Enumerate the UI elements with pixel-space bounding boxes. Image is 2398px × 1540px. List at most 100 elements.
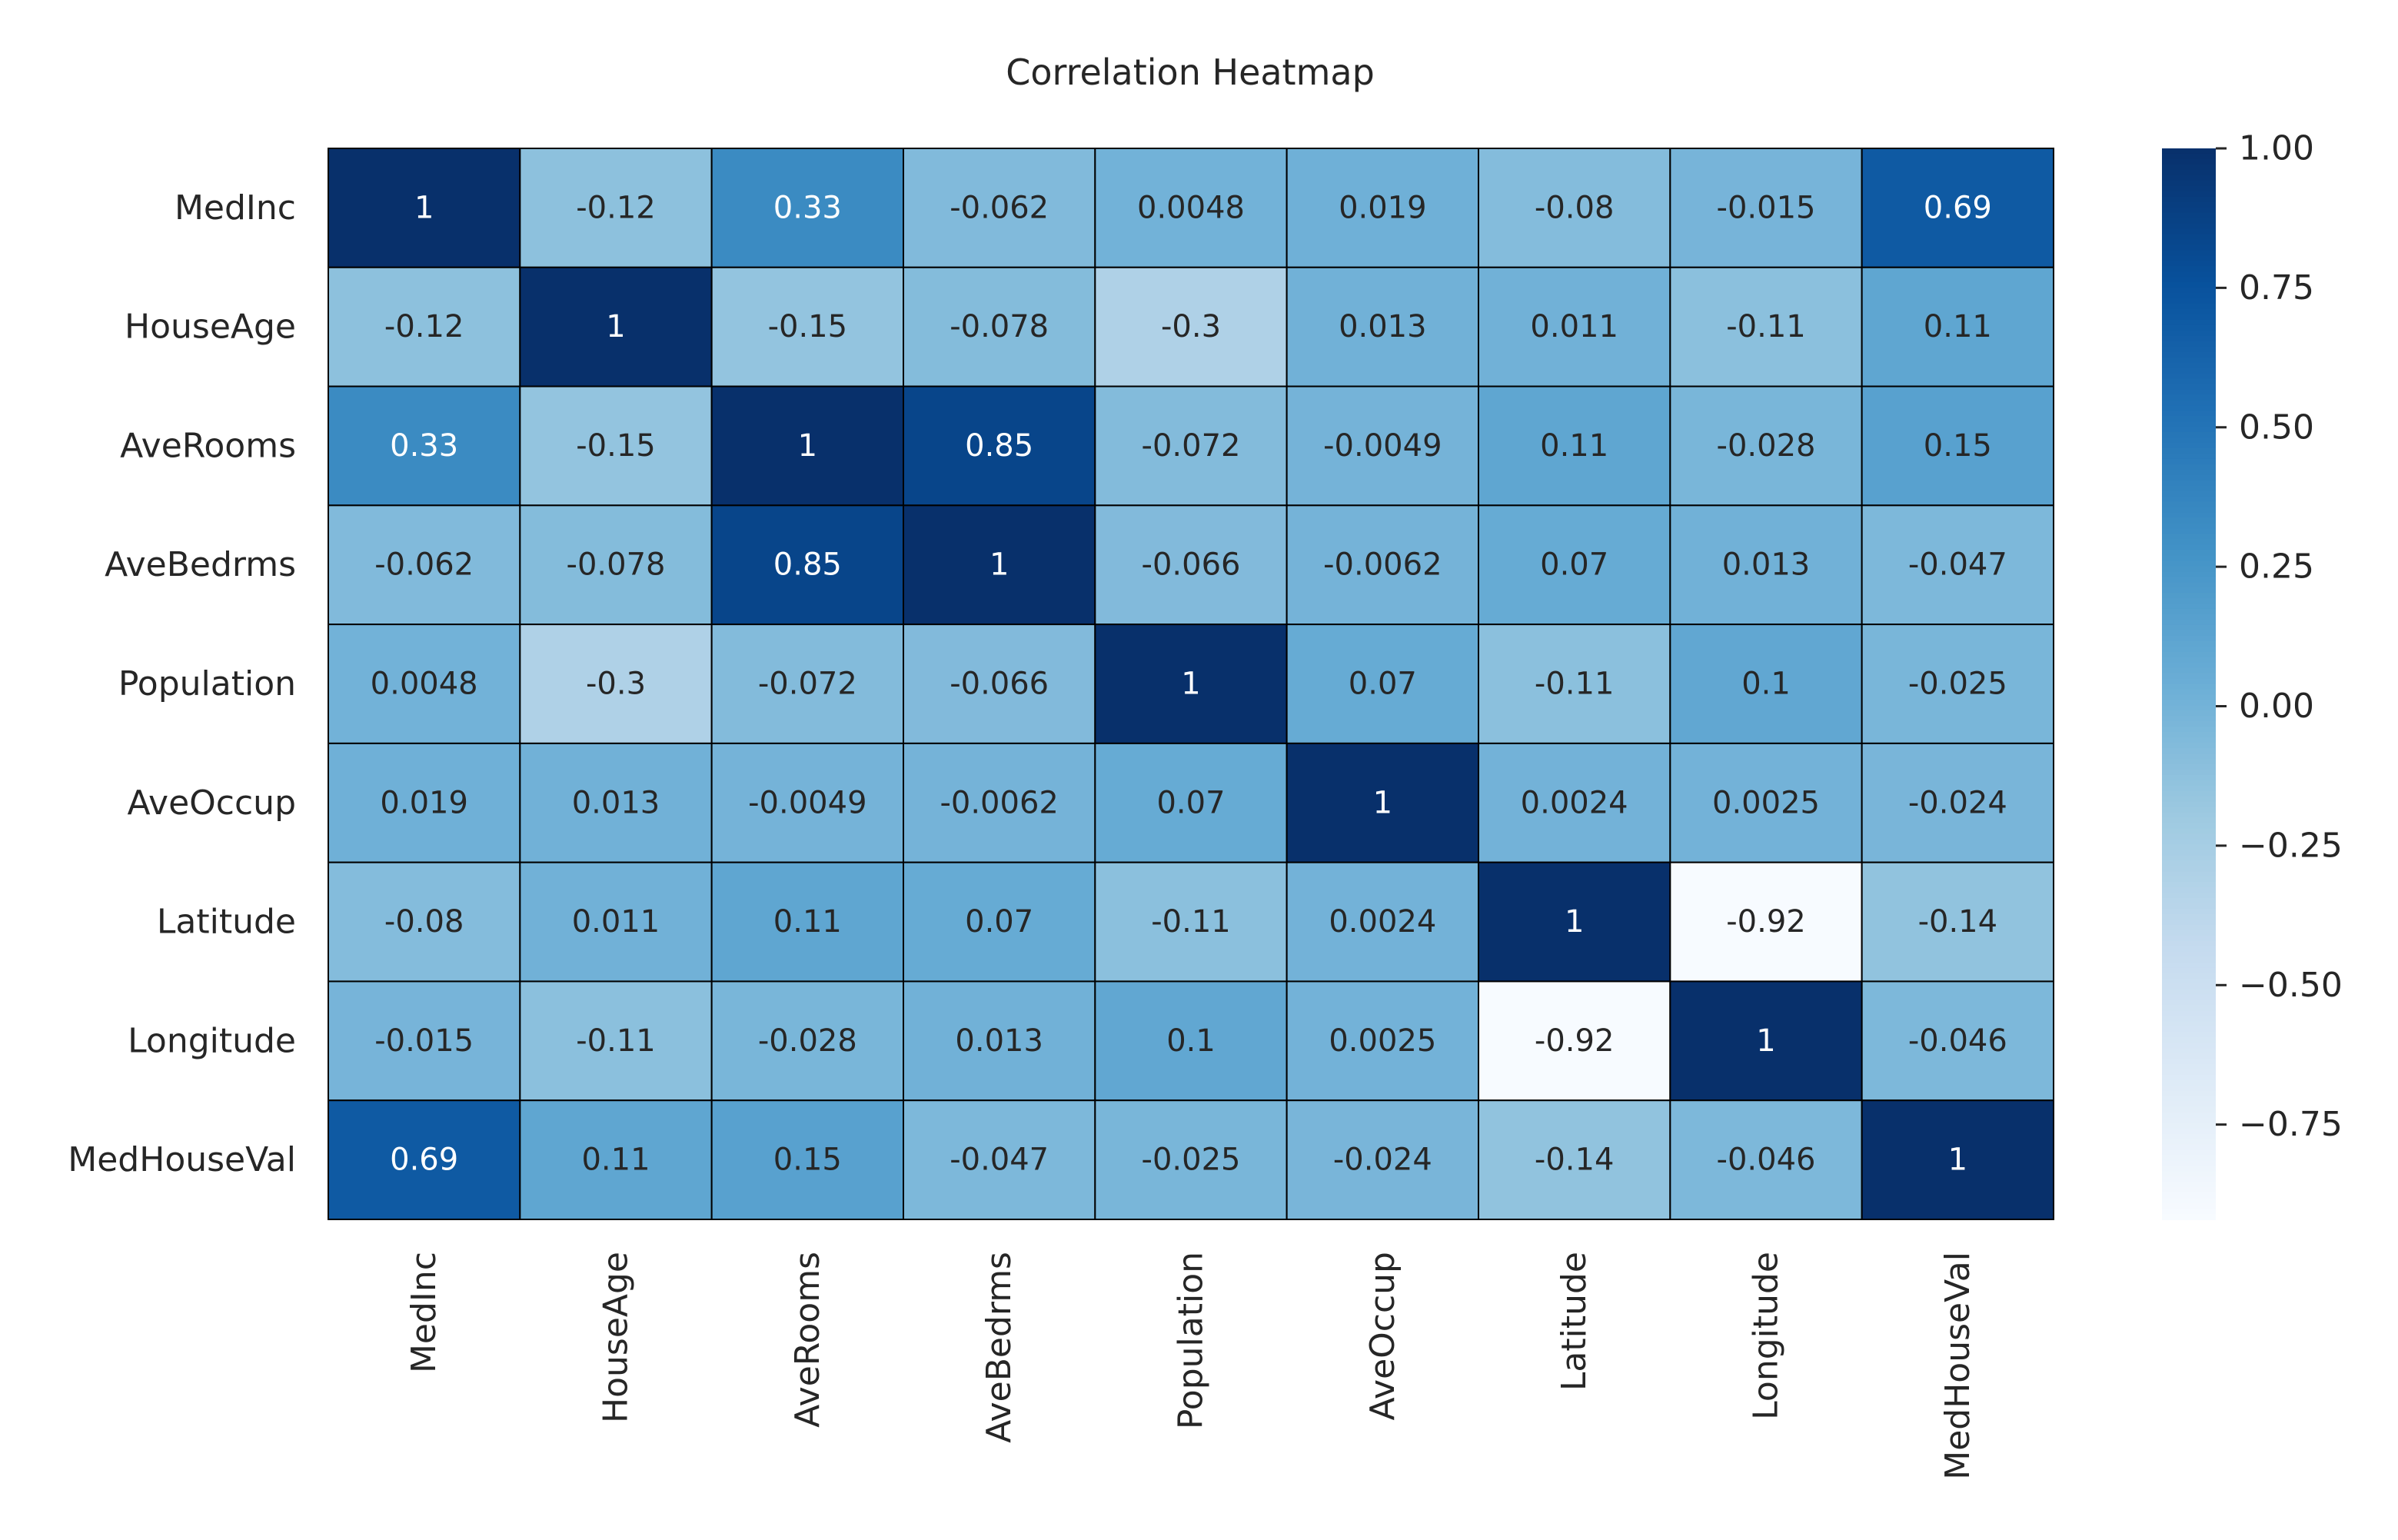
colorbar-segment: [2162, 378, 2216, 385]
cell-value-label: 0.013: [572, 785, 660, 820]
cell-value-label: -0.15: [576, 428, 656, 464]
y-tick-label: Population: [118, 664, 296, 703]
heatmap-cell: [1094, 861, 1288, 983]
colorbar-segment: [2162, 801, 2216, 808]
colorbar-segment: [2162, 1096, 2216, 1103]
cell-value-label: 0.0024: [1521, 785, 1628, 820]
heatmap-cell: [328, 861, 521, 983]
cell-value-label: 0.1: [1166, 1023, 1216, 1059]
colorbar-segment: [2162, 780, 2216, 787]
heatmap-cell: [710, 624, 905, 744]
cell-value-label: 0.11: [773, 904, 842, 940]
cell-value-label: -0.11: [1726, 309, 1806, 344]
colorbar-segment: [2162, 651, 2216, 658]
colorbar-segment: [2162, 250, 2216, 257]
heatmap-cell: [1861, 1099, 2055, 1220]
colorbar-segment: [2162, 207, 2216, 214]
colorbar-segment: [2162, 871, 2216, 878]
colorbar-segment: [2162, 282, 2216, 289]
heatmap-cell: [1669, 742, 1863, 863]
heatmap-cell: [903, 980, 1096, 1102]
colorbar-segment: [2162, 1203, 2216, 1210]
colorbar-segment: [2162, 646, 2216, 653]
colorbar-segment: [2162, 1053, 2216, 1060]
colorbar-segment: [2162, 1085, 2216, 1092]
colorbar-segment: [2162, 271, 2216, 278]
colorbar-segment: [2162, 1106, 2216, 1113]
heatmap-cell: [1478, 385, 1671, 507]
colorbar-segment: [2162, 823, 2216, 830]
colorbar-segment: [2162, 357, 2216, 364]
heatmap-cell-labels: 1 -0.12 0.33 -0.062 0.0048 0.019 -0.08 -0.015 0.…: [371, 190, 2007, 1177]
cell-value-label: 0.013: [955, 1023, 1043, 1059]
heatmap-cell: [1094, 742, 1288, 863]
y-tick-label: Latitude: [157, 903, 296, 942]
heatmap-cell: [1094, 266, 1288, 387]
cell-value-label: -0.024: [1333, 1143, 1432, 1178]
colorbar-segment: [2162, 630, 2216, 637]
colorbar-segment: [2162, 218, 2216, 225]
colorbar-segment: [2162, 255, 2216, 262]
cell-value-label: -0.0062: [1323, 547, 1442, 583]
colorbar-segment: [2162, 913, 2216, 920]
colorbar-segment: [2162, 1032, 2216, 1039]
colorbar-segment: [2162, 973, 2216, 980]
heatmap-cell: [519, 148, 713, 268]
colorbar-segment: [2162, 748, 2216, 755]
heatmap-cell: [1861, 624, 2055, 744]
colorbar-segment: [2162, 1090, 2216, 1097]
x-tick-label: Population: [1172, 1252, 1211, 1429]
colorbar-segment: [2162, 608, 2216, 615]
colorbar-segment: [2162, 234, 2216, 241]
colorbar-segment: [2162, 721, 2216, 728]
colorbar-tick-label: 1.00: [2239, 129, 2314, 168]
colorbar-segment: [2162, 582, 2216, 589]
colorbar-segment: [2162, 1101, 2216, 1108]
cell-value-label: 0.33: [390, 428, 458, 464]
x-tick-label: AveOccup: [1363, 1252, 1402, 1420]
colorbar-segment: [2162, 1021, 2216, 1028]
colorbar-segment: [2162, 405, 2216, 412]
colorbar-tick-label: 0.25: [2239, 547, 2314, 587]
colorbar-segment: [2162, 903, 2216, 910]
heatmap-cell: [1478, 980, 1671, 1102]
colorbar-segment: [2162, 523, 2216, 530]
heatmap-cell: [1478, 861, 1671, 983]
y-tick-label: AveBedrms: [105, 545, 296, 584]
colorbar-segment: [2162, 1026, 2216, 1033]
cell-value-label: -0.08: [384, 904, 464, 940]
colorbar-segment: [2162, 850, 2216, 856]
heatmap-cell: [1285, 980, 1479, 1102]
colorbar-segment: [2162, 303, 2216, 310]
colorbar-segment: [2162, 753, 2216, 760]
colorbar-segment: [2162, 1171, 2216, 1178]
colorbar-segment: [2162, 876, 2216, 883]
colorbar-segment: [2162, 512, 2216, 519]
cell-value-label: -0.92: [1726, 904, 1806, 940]
cell-value-label: -0.11: [1535, 667, 1615, 702]
colorbar-segment: [2162, 458, 2216, 465]
colorbar-segment: [2162, 448, 2216, 455]
x-tick-label: MedHouseVal: [1938, 1252, 1977, 1480]
cell-value-label: -0.062: [374, 547, 474, 583]
colorbar-segment: [2162, 598, 2216, 605]
colorbar-segment: [2162, 1198, 2216, 1205]
colorbar-segment: [2162, 930, 2216, 936]
cell-value-label: 1: [1181, 667, 1200, 702]
cell-value-label: -0.078: [567, 547, 666, 583]
colorbar-segment: [2162, 1005, 2216, 1012]
cell-value-label: -0.015: [1717, 190, 1816, 225]
cell-value-label: 0.011: [572, 904, 660, 940]
colorbar-segment: [2162, 593, 2216, 600]
colorbar: 1.00 0.75 0.50 0.25 0.00 −0.25 −0.50 −0.75: [2162, 129, 2343, 1220]
cell-value-label: 1: [1565, 904, 1584, 940]
colorbar-segment: [2162, 288, 2216, 294]
cell-value-label: 0.0048: [371, 667, 478, 702]
colorbar-segment: [2162, 185, 2216, 192]
colorbar-segment: [2162, 796, 2216, 803]
colorbar-segment: [2162, 550, 2216, 557]
heatmap-cell: [1669, 504, 1863, 626]
colorbar-segment: [2162, 684, 2216, 690]
colorbar-segment: [2162, 769, 2216, 776]
colorbar-segment: [2162, 507, 2216, 514]
